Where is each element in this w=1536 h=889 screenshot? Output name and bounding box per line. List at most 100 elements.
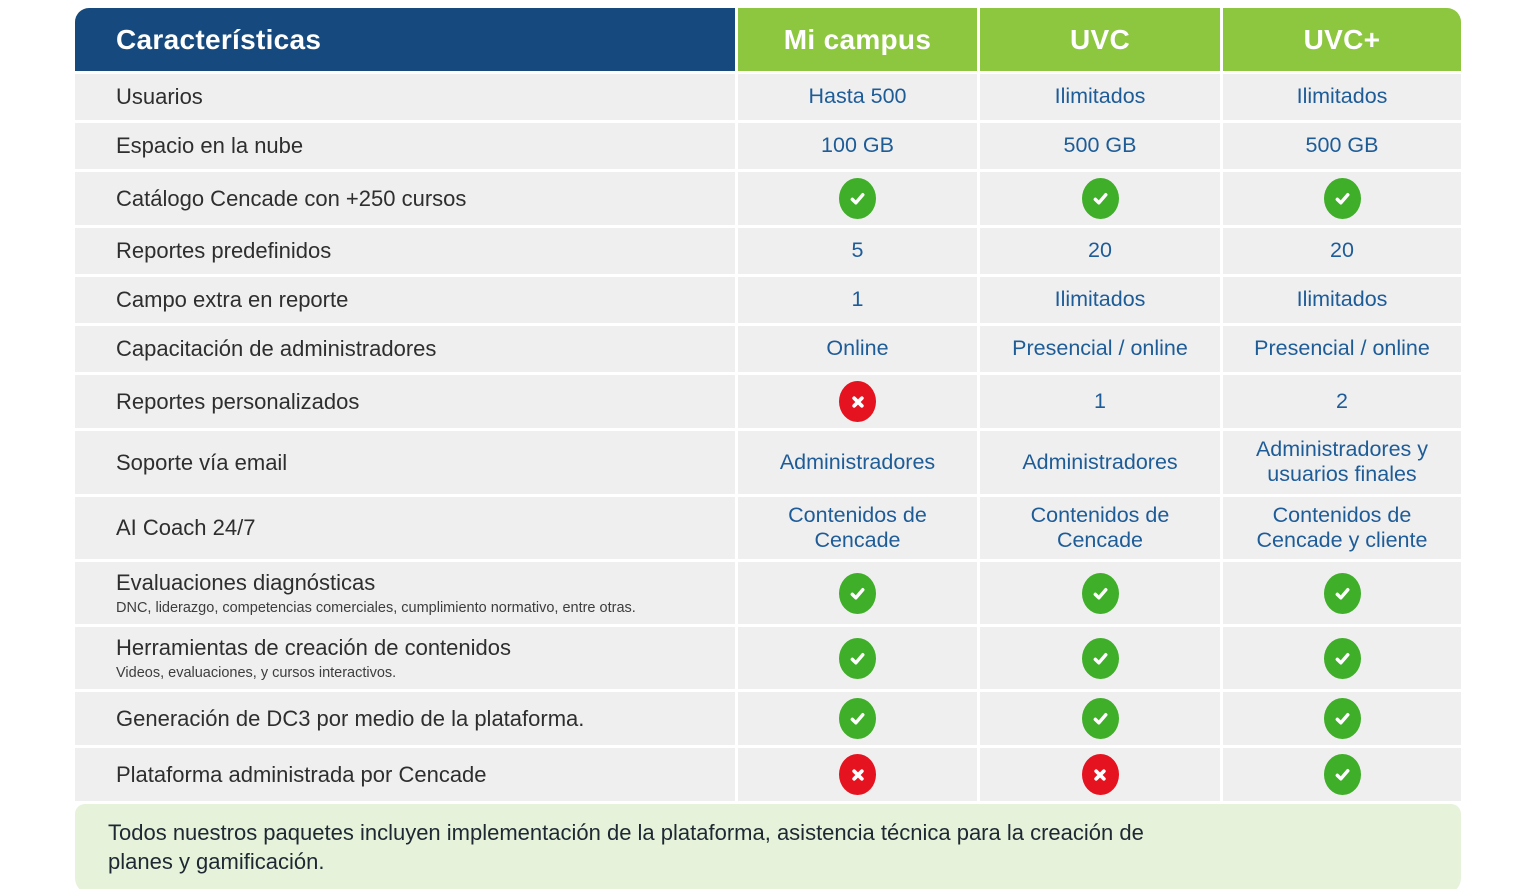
- value-text: Administradores: [1022, 449, 1178, 474]
- check-icon: [1323, 698, 1361, 740]
- feature-cell: Espacio en la nube: [75, 123, 735, 169]
- value-text: 20: [1330, 238, 1354, 263]
- feature-cell: Soporte vía email: [75, 431, 735, 494]
- value-cell: Ilimitados: [1223, 277, 1461, 323]
- value-text: Ilimitados: [1296, 287, 1388, 312]
- included-cell: [980, 562, 1220, 625]
- value-cell: 5: [738, 228, 977, 274]
- plan-header-mi-campus: Mi campus: [738, 8, 977, 71]
- value-text: Hasta 500: [808, 84, 907, 109]
- value-text: 500 GB: [1063, 133, 1137, 158]
- feature-label: Plataforma administrada por Cencade: [116, 762, 487, 788]
- check-icon: [1081, 698, 1119, 740]
- value-text: 1: [1094, 388, 1106, 413]
- included-cell: [738, 692, 977, 746]
- value-cell: Contenidos de Cencade y cliente: [1223, 496, 1461, 560]
- value-cell: 500 GB: [980, 123, 1220, 169]
- plan-header-uvc-plus: UVC+: [1223, 8, 1461, 71]
- included-cell: [738, 562, 977, 625]
- value-text: 20: [1088, 238, 1112, 263]
- value-cell: Contenidos de Cencade: [980, 496, 1220, 560]
- included-cell: [738, 172, 977, 225]
- feature-cell: Usuarios: [75, 74, 735, 120]
- feature-label: Reportes personalizados: [116, 388, 360, 414]
- not-included-cell: [980, 748, 1220, 802]
- feature-cell: Generación de DC3 por medio de la plataf…: [75, 692, 735, 746]
- cross-icon: [839, 754, 876, 796]
- check-icon: [839, 637, 876, 679]
- value-cell: Presencial / online: [1223, 326, 1461, 372]
- value-text: Contenidos de Cencade: [1030, 502, 1170, 553]
- feature-label: Capacitación de administradores: [116, 336, 437, 362]
- included-cell: [1223, 562, 1461, 625]
- included-cell: [980, 627, 1220, 690]
- footnote-text: Todos nuestros paquetes incluyen impleme…: [108, 820, 1144, 874]
- value-text: Ilimitados: [1054, 287, 1146, 312]
- value-text: Presencial / online: [1254, 336, 1430, 361]
- value-cell: Ilimitados: [1223, 74, 1461, 120]
- value-cell: Administradores: [738, 431, 977, 494]
- feature-cell: Plataforma administrada por Cencade: [75, 748, 735, 802]
- feature-label: Campo extra en reporte: [116, 287, 349, 313]
- feature-label: Generación de DC3 por medio de la plataf…: [116, 706, 585, 732]
- value-text: 5: [851, 238, 864, 263]
- value-text: 1: [851, 287, 864, 312]
- value-text: Presencial / online: [1012, 336, 1188, 361]
- feature-cell: Reportes personalizados: [75, 375, 735, 428]
- check-icon: [1081, 637, 1119, 679]
- included-cell: [1223, 692, 1461, 746]
- feature-label: Evaluaciones diagnósticas: [116, 570, 376, 596]
- included-cell: [1223, 172, 1461, 225]
- feature-cell: Capacitación de administradores: [75, 326, 735, 372]
- cross-icon: [839, 381, 876, 422]
- value-cell: 20: [1223, 228, 1461, 274]
- value-text: Contenidos de Cencade: [788, 502, 927, 553]
- features-header: Características: [75, 8, 735, 71]
- value-cell: 2: [1223, 375, 1461, 428]
- value-cell: 1: [738, 277, 977, 323]
- value-text: Ilimitados: [1054, 84, 1146, 109]
- check-icon: [1323, 572, 1361, 614]
- check-icon: [839, 572, 876, 614]
- value-text: 500 GB: [1305, 133, 1379, 158]
- included-cell: [1223, 627, 1461, 690]
- value-text: Online: [826, 336, 889, 361]
- value-cell: Hasta 500: [738, 74, 977, 120]
- value-cell: 500 GB: [1223, 123, 1461, 169]
- feature-label: AI Coach 24/7: [116, 515, 256, 541]
- footnote-banner: Todos nuestros paquetes incluyen impleme…: [75, 804, 1461, 889]
- value-text: Administradores y usuarios finales: [1255, 437, 1429, 487]
- value-text: Contenidos de Cencade y cliente: [1256, 502, 1428, 553]
- check-icon: [839, 178, 876, 219]
- feature-cell: Evaluaciones diagnósticas DNC, liderazgo,…: [75, 562, 735, 625]
- check-icon: [1081, 572, 1119, 614]
- feature-cell: AI Coach 24/7: [75, 496, 735, 560]
- plan-header-uvc: UVC: [980, 8, 1220, 71]
- value-text: Administradores: [779, 449, 936, 474]
- value-text: 100 GB: [821, 133, 894, 158]
- check-icon: [1323, 178, 1361, 219]
- value-cell: 100 GB: [738, 123, 977, 169]
- value-text: 2: [1336, 388, 1348, 413]
- check-icon: [1081, 178, 1119, 219]
- value-cell: Ilimitados: [980, 277, 1220, 323]
- check-icon: [839, 698, 876, 740]
- value-cell: Administradores: [980, 431, 1220, 494]
- feature-label: Espacio en la nube: [116, 133, 304, 159]
- not-included-cell: [738, 375, 977, 428]
- check-icon: [1323, 637, 1361, 679]
- feature-subtext: DNC, liderazgo, competencias comerciales…: [116, 599, 636, 616]
- check-icon: [1323, 754, 1361, 796]
- value-cell: 1: [980, 375, 1220, 428]
- feature-cell: Reportes predefinidos: [75, 228, 735, 274]
- feature-cell: Herramientas de creación de contenidos Vi…: [75, 627, 735, 690]
- pricing-table: Características Mi campus UVC UVC+ Usuar…: [75, 8, 1461, 802]
- feature-cell: Catálogo Cencade con +250 cursos: [75, 172, 735, 225]
- feature-label: Catálogo Cencade con +250 cursos: [116, 185, 467, 211]
- cross-icon: [1081, 754, 1119, 796]
- included-cell: [980, 172, 1220, 225]
- value-text: Ilimitados: [1296, 84, 1388, 109]
- not-included-cell: [738, 748, 977, 802]
- feature-label: Usuarios: [116, 84, 203, 110]
- value-cell: 20: [980, 228, 1220, 274]
